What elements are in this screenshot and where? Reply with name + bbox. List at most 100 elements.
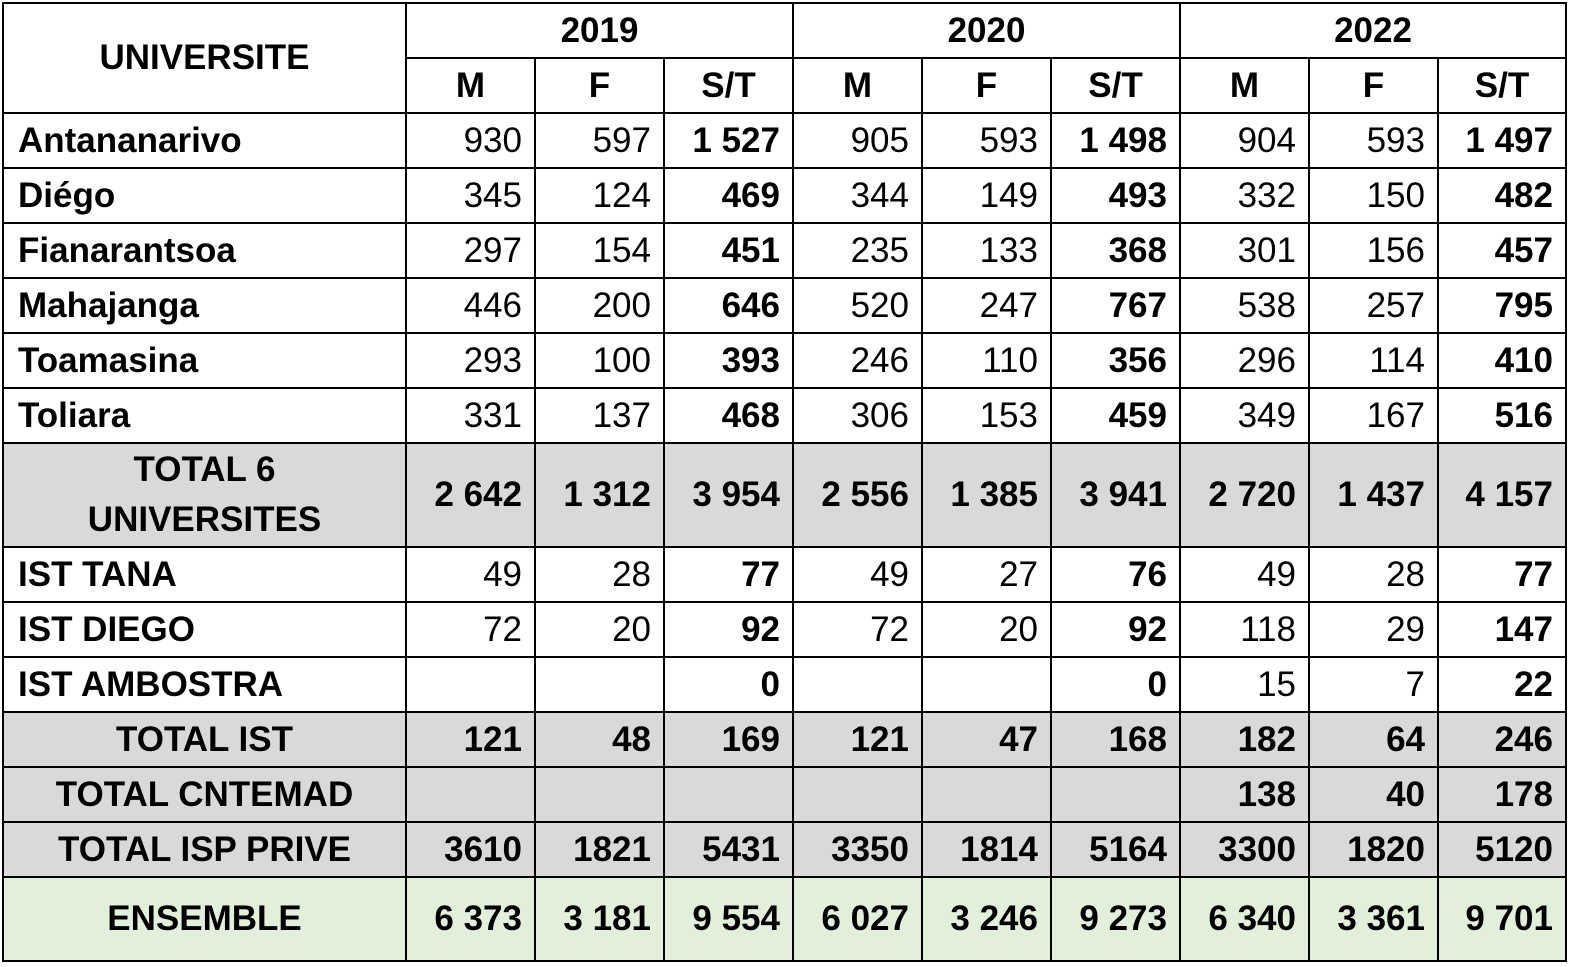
cell: 154 (534, 222, 665, 279)
row-label: IST AMBOSTRA (2, 656, 407, 713)
cell (921, 656, 1052, 713)
cell: 296 (1179, 332, 1310, 389)
cell: 137 (534, 387, 665, 444)
cell: 257 (1308, 277, 1439, 334)
cell-subtotal: 1 497 (1437, 112, 1567, 169)
year-header-2022: 2022 (1179, 2, 1567, 59)
cell-subtotal: 368 (1050, 222, 1181, 279)
row-label: Antananarivo (2, 112, 407, 169)
cell: 930 (405, 112, 536, 169)
cell: 293 (405, 332, 536, 389)
cell: 7 (1308, 656, 1439, 713)
cell: 593 (921, 112, 1052, 169)
cell: 332 (1179, 167, 1310, 224)
university-column-header: UNIVERSITE (2, 2, 407, 114)
cell: 72 (405, 601, 536, 658)
row-label: TOTAL CNTEMAD (2, 766, 407, 823)
cell: 1 437 (1308, 442, 1439, 548)
cell-subtotal: 3 941 (1050, 442, 1181, 548)
cell: 28 (1308, 546, 1439, 603)
cell: 306 (792, 387, 923, 444)
cell: 153 (921, 387, 1052, 444)
subcol-f: F (534, 57, 665, 114)
cell: 121 (792, 711, 923, 768)
cell-subtotal: 22 (1437, 656, 1567, 713)
row-label: Mahajanga (2, 277, 407, 334)
subcol-f: F (1308, 57, 1439, 114)
total-cntemad-row: TOTAL CNTEMAD 138 40 178 (2, 766, 1567, 823)
cell-subtotal: 469 (663, 167, 794, 224)
cell-subtotal: 5120 (1437, 821, 1567, 878)
row-label: TOTAL IST (2, 711, 407, 768)
cell: 904 (1179, 112, 1310, 169)
cell: 3 181 (534, 876, 665, 962)
row-label: ENSEMBLE (2, 876, 407, 962)
row-label: IST TANA (2, 546, 407, 603)
cell-subtotal: 169 (663, 711, 794, 768)
table-row: Diégo 345 124 469 344 149 493 332 150 48… (2, 167, 1567, 224)
cell: 121 (405, 711, 536, 768)
cell-subtotal: 178 (1437, 766, 1567, 823)
cell-subtotal: 410 (1437, 332, 1567, 389)
cell-subtotal: 9 554 (663, 876, 794, 962)
cell: 3 246 (921, 876, 1052, 962)
cell: 40 (1308, 766, 1439, 823)
subcol-m: M (792, 57, 923, 114)
cell (405, 766, 536, 823)
cell: 538 (1179, 277, 1310, 334)
cell-subtotal: 767 (1050, 277, 1181, 334)
cell: 247 (921, 277, 1052, 334)
cell-subtotal: 246 (1437, 711, 1567, 768)
cell: 156 (1308, 222, 1439, 279)
table-row: IST DIEGO 72 20 92 72 20 92 118 29 147 (2, 601, 1567, 658)
cell: 124 (534, 167, 665, 224)
total-universities-row: TOTAL 6 UNIVERSITES 2 642 1 312 3 954 2 … (2, 442, 1567, 548)
cell: 3610 (405, 821, 536, 878)
cell: 49 (792, 546, 923, 603)
cell-subtotal: 168 (1050, 711, 1181, 768)
cell: 597 (534, 112, 665, 169)
cell-subtotal: 468 (663, 387, 794, 444)
cell-subtotal: 76 (1050, 546, 1181, 603)
cell-subtotal: 356 (1050, 332, 1181, 389)
cell: 28 (534, 546, 665, 603)
cell: 20 (921, 601, 1052, 658)
cell: 905 (792, 112, 923, 169)
cell: 1 312 (534, 442, 665, 548)
cell-subtotal: 3 954 (663, 442, 794, 548)
cell: 72 (792, 601, 923, 658)
cell-subtotal: 493 (1050, 167, 1181, 224)
cell: 15 (1179, 656, 1310, 713)
cell-subtotal (663, 766, 794, 823)
cell: 27 (921, 546, 1052, 603)
cell: 331 (405, 387, 536, 444)
row-label: Fianarantsoa (2, 222, 407, 279)
cell: 6 340 (1179, 876, 1310, 962)
cell: 49 (1179, 546, 1310, 603)
cell: 297 (405, 222, 536, 279)
cell: 48 (534, 711, 665, 768)
cell (792, 766, 923, 823)
cell: 2 642 (405, 442, 536, 548)
cell-subtotal: 0 (1050, 656, 1181, 713)
cell-subtotal (1050, 766, 1181, 823)
cell: 100 (534, 332, 665, 389)
cell: 2 720 (1179, 442, 1310, 548)
table-row: Toamasina 293 100 393 246 110 356 296 11… (2, 332, 1567, 389)
cell: 520 (792, 277, 923, 334)
cell: 344 (792, 167, 923, 224)
cell: 246 (792, 332, 923, 389)
cell-subtotal: 393 (663, 332, 794, 389)
cell: 1820 (1308, 821, 1439, 878)
subcol-m: M (1179, 57, 1310, 114)
row-label: TOTAL 6 UNIVERSITES (2, 442, 407, 548)
row-label: IST DIEGO (2, 601, 407, 658)
cell-subtotal: 482 (1437, 167, 1567, 224)
cell: 446 (405, 277, 536, 334)
cell-subtotal: 795 (1437, 277, 1567, 334)
row-label: Toliara (2, 387, 407, 444)
cell-subtotal: 92 (663, 601, 794, 658)
cell: 114 (1308, 332, 1439, 389)
table-row: Antananarivo 930 597 1 527 905 593 1 498… (2, 112, 1567, 169)
